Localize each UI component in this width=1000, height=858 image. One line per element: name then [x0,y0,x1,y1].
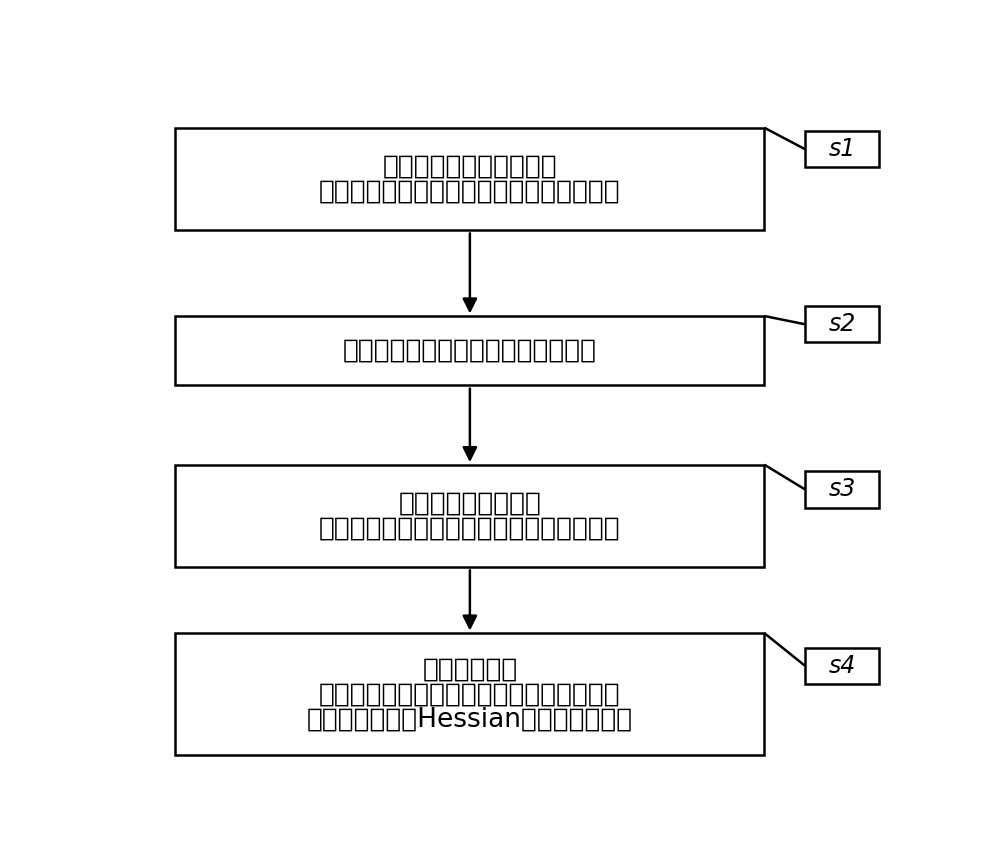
Text: 输出的期望电压进行估计: 输出的期望电压进行估计 [383,154,557,179]
Text: s4: s4 [828,654,856,678]
Bar [175,128,764,230]
Text: s3: s3 [828,477,856,501]
Bar [175,633,764,755]
Bar [805,306,879,342]
Text: 基于超局部模型的电流预测模型对下一周期: 基于超局部模型的电流预测模型对下一周期 [319,178,621,204]
Text: 选择期望矢量的相位角所对应的扇区: 选择期望矢量的相位角所对应的扇区 [343,338,597,364]
Bar [805,648,879,684]
Text: 最优电压矢量: 最优电压矢量 [422,656,518,682]
Bar [175,316,764,385]
Text: s1: s1 [828,137,856,161]
Bar [175,465,764,567]
Bar [805,131,879,167]
Text: 流进行电流斜率计算: 流进行电流斜率计算 [398,490,541,517]
Text: 压矢量的最优作用时间进行计算，从而合成: 压矢量的最优作用时间进行计算，从而合成 [319,681,621,707]
Bar [805,471,879,508]
Text: 依据代价函数的Hessian矩阵，对三个电: 依据代价函数的Hessian矩阵，对三个电 [307,706,633,733]
Text: s2: s2 [828,312,856,336]
Text: 根据扇区所包括的三个矢量电压所对应的电: 根据扇区所包括的三个矢量电压所对应的电 [319,516,621,541]
